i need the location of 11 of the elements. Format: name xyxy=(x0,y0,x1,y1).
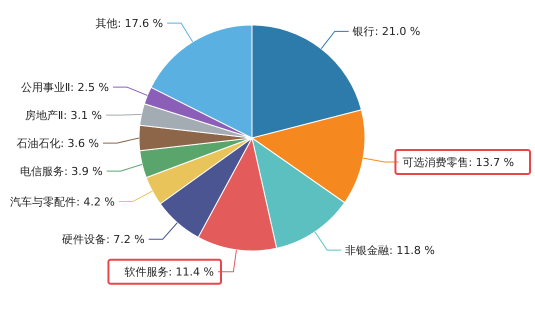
slice-label: 公用事业Ⅱ: 2.5 % xyxy=(20,80,109,94)
slice-label: 汽车与零配件: 4.2 % xyxy=(10,195,115,208)
slice-label: 软件服务: 11.4 % xyxy=(124,266,214,279)
slice-label: 房地产Ⅱ: 3.1 % xyxy=(24,108,102,122)
slice-label: 石油石化: 3.6 % xyxy=(16,136,99,150)
slice-label: 非银金融: 11.8 % xyxy=(345,244,435,257)
slice-label: 其他: 17.6 % xyxy=(95,16,164,30)
slice-label: 银行: 21.0 % xyxy=(352,25,420,38)
slice-label: 电信服务: 3.9 % xyxy=(20,164,103,178)
slice-label: 硬件设备: 7.2 % xyxy=(62,233,145,246)
slice-label: 可选消费零售: 13.7 % xyxy=(402,156,514,169)
